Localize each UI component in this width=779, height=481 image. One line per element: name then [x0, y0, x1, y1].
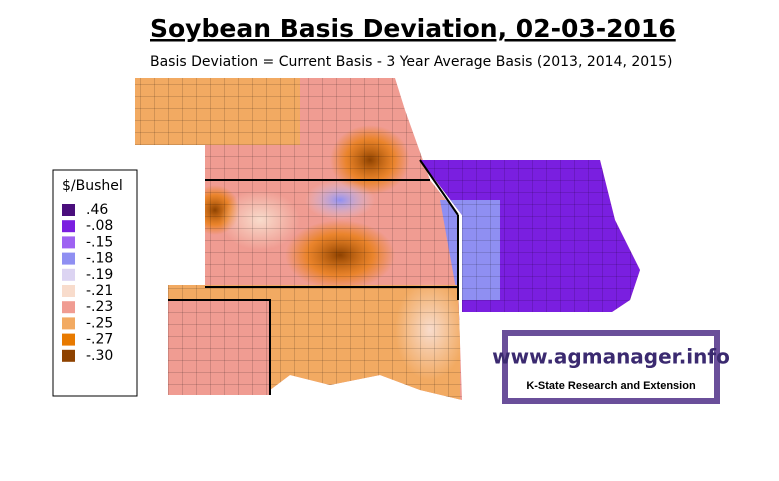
legend-swatch: [62, 301, 75, 314]
title: Soybean Basis Deviation, 02-03-2016: [150, 14, 676, 43]
legend-swatch: [62, 252, 75, 265]
logo-org: K-State Research and Extension: [526, 380, 696, 392]
legend-label: -.30: [86, 348, 113, 364]
legend-swatch: [62, 285, 75, 297]
legend-label: .46: [86, 202, 108, 218]
legend-swatch: [62, 204, 75, 216]
legend-title: $/Bushel: [62, 178, 123, 194]
legend-swatch: [62, 349, 75, 362]
legend-label: -.08: [86, 218, 113, 234]
legend-label: -.15: [86, 234, 113, 250]
legend-swatch: [62, 220, 75, 233]
legend-label: -.21: [86, 283, 113, 299]
legend-label: -.18: [86, 251, 113, 267]
legend-label: -.23: [86, 299, 113, 315]
legend-label: -.25: [86, 315, 113, 331]
legend-items: .46-.08-.15-.18-.19-.21-.23-.25-.27-.30: [62, 202, 113, 364]
legend-swatch: [62, 236, 75, 249]
state-borders: [168, 159, 459, 395]
legend-label: -.27: [86, 332, 113, 348]
subtitle: Basis Deviation = Current Basis - 3 Year…: [150, 54, 672, 70]
legend-swatch: [62, 317, 75, 330]
legend-swatch: [62, 333, 75, 346]
legend-label: -.19: [86, 267, 113, 283]
logo-inner: [508, 336, 714, 398]
logo-url: www.agmanager.info: [492, 345, 730, 369]
legend-swatch: [62, 268, 75, 281]
